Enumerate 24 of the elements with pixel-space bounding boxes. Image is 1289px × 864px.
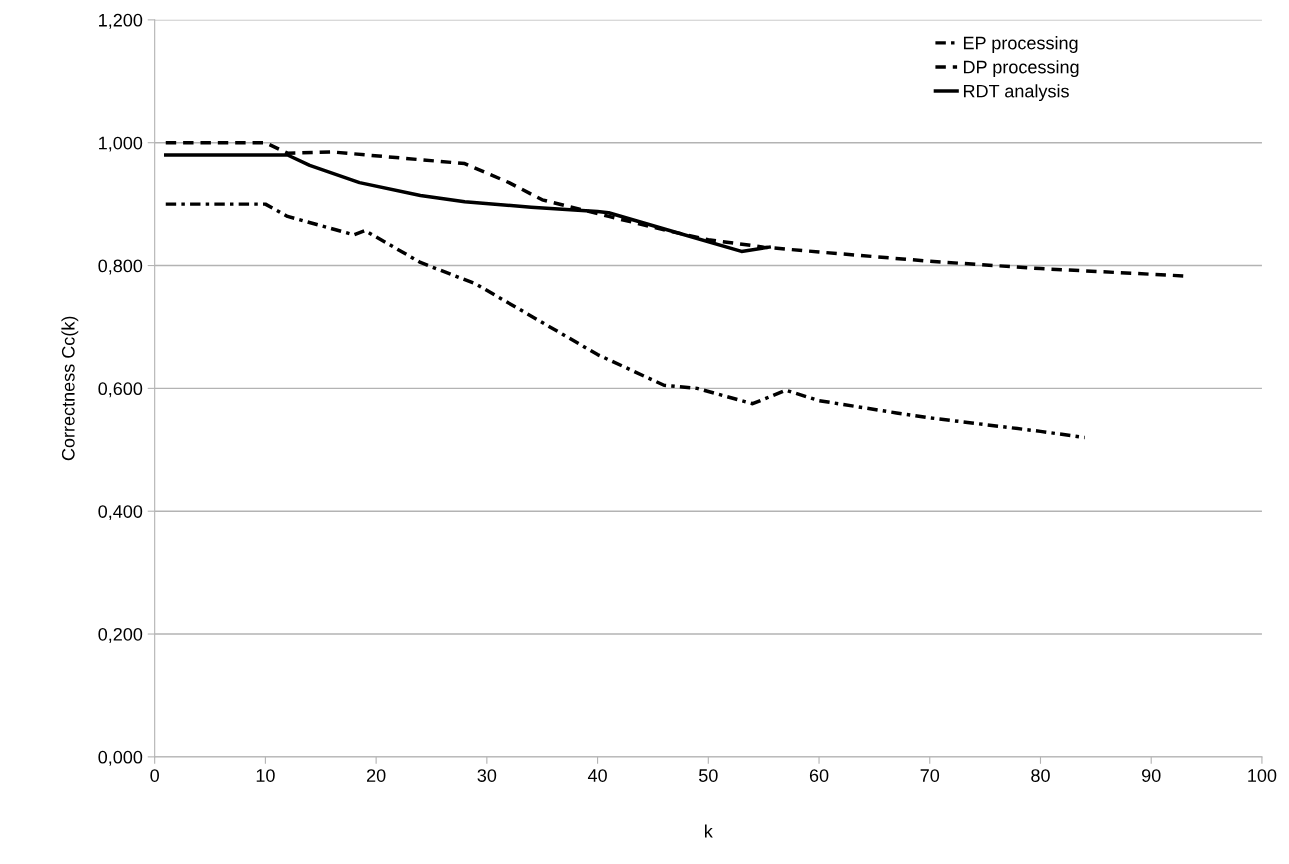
x-tick-label: 40 xyxy=(587,769,607,782)
x-tick-label: 10 xyxy=(256,769,275,782)
x-axis-title: k xyxy=(705,824,713,838)
x-tick-label: 100 xyxy=(1248,769,1277,782)
x-tick-label: 90 xyxy=(1142,769,1161,782)
legend-label: RDT analysis xyxy=(963,84,1069,102)
y-tick-label: 0,800 xyxy=(98,259,143,275)
y-tick-label: 0,000 xyxy=(98,750,143,766)
x-tick-label: 0 xyxy=(150,769,159,782)
x-tick-label: 70 xyxy=(920,769,940,782)
y-tick-label: 1,000 xyxy=(99,136,143,152)
x-tick-label: 50 xyxy=(698,769,718,782)
x-tick-label: 30 xyxy=(477,769,497,782)
y-tick-label: 0,600 xyxy=(98,382,143,398)
legend-label: EP processing xyxy=(963,36,1078,53)
x-tick-label: 80 xyxy=(1031,769,1050,782)
line-series xyxy=(164,202,1087,440)
y-tick-label: 0,400 xyxy=(98,505,143,521)
y-tick-label: 1,200 xyxy=(99,13,143,29)
y-tick-label: 0,200 xyxy=(98,627,143,643)
legend-label: DP processing xyxy=(963,60,1079,78)
x-tick-label: 20 xyxy=(367,769,386,782)
y-axis-title: Correctness Cc(k) xyxy=(61,316,79,461)
x-tick-label: 60 xyxy=(809,769,829,782)
